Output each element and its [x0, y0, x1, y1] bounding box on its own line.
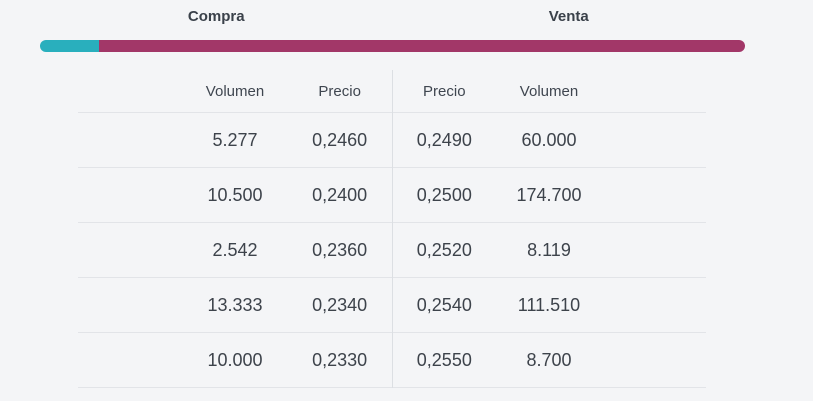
buy-price-header: Precio	[318, 82, 361, 100]
table-row: 5.277 0,2460 0,2490 60.000	[78, 113, 706, 168]
table-row: 10.000 0,2330 0,2550 8.700	[78, 333, 706, 388]
sell-volume-cell: 111.510	[517, 294, 581, 315]
buy-volume-cell: 2.542	[212, 239, 258, 260]
sell-volume-cell: 174.700	[516, 184, 582, 205]
sell-price-cell: 0,2490	[416, 129, 472, 150]
buy-price-cell: 0,2330	[312, 349, 368, 370]
buy-volume-cell: 10.500	[207, 184, 263, 205]
sell-price-header: Precio	[423, 82, 466, 100]
buy-price-cell: 0,2360	[312, 239, 368, 260]
depth-bar	[40, 40, 745, 52]
sell-price-cell: 0,2540	[416, 294, 472, 315]
buy-price-cell: 0,2400	[312, 184, 368, 205]
sell-volume-cell: 8.700	[526, 349, 572, 370]
buy-price-cell: 0,2460	[312, 129, 368, 150]
sell-side-label: Venta	[548, 8, 589, 25]
depth-bar-buy-segment	[40, 40, 100, 52]
orderbook-table: Volumen Precio Precio Volumen 5.277 0,24…	[78, 70, 706, 388]
buy-price-cell: 0,2340	[312, 294, 368, 315]
buy-volume-cell: 10.000	[207, 349, 263, 370]
sell-volume-header: Volumen	[519, 82, 579, 100]
sell-volume-cell: 60.000	[521, 129, 577, 150]
buy-volume-header: Volumen	[205, 82, 265, 100]
sell-volume-cell: 8.119	[527, 239, 571, 260]
sell-price-cell: 0,2520	[416, 239, 472, 260]
sell-price-cell: 0,2500	[416, 184, 472, 205]
depth-bar-sell-segment	[99, 40, 745, 52]
buy-volume-cell: 5.277	[212, 129, 258, 150]
buy-side-label: Compra	[187, 8, 245, 25]
sell-price-cell: 0,2550	[416, 349, 472, 370]
buy-volume-cell: 13.333	[207, 294, 263, 315]
orderbook-side-labels: Compra Venta	[40, 8, 745, 25]
buy-sell-divider	[391, 70, 393, 388]
